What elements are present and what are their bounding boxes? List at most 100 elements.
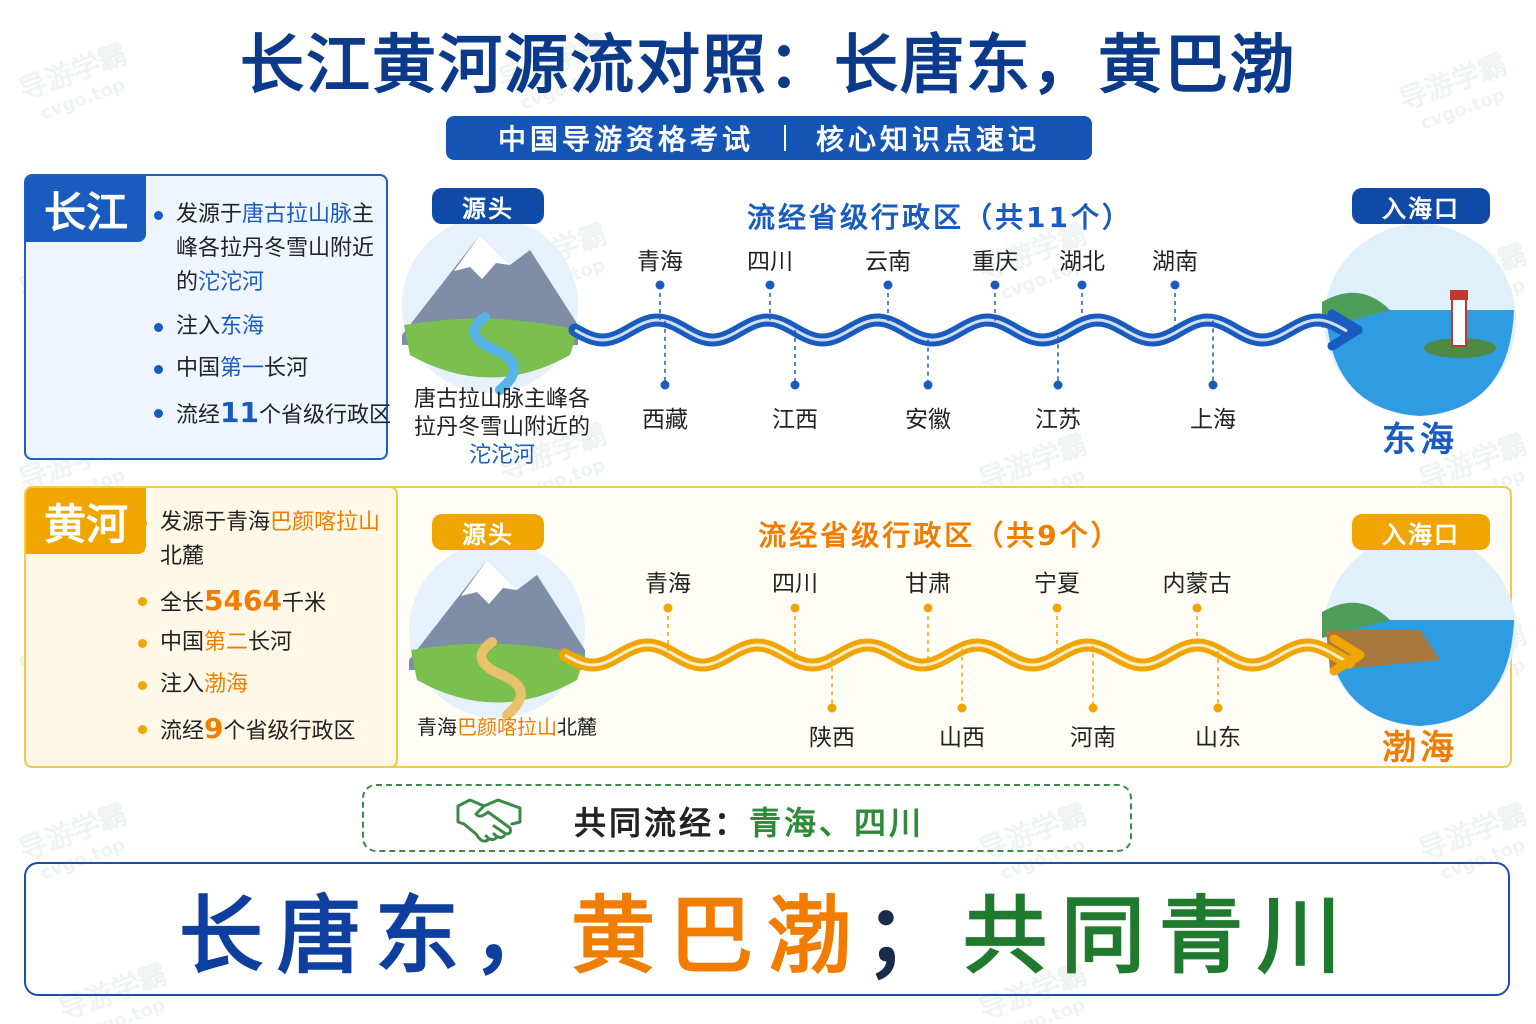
footer-mnemonic: 长唐东， 黄巴渤；共同青川: [24, 862, 1510, 996]
province-label: 四川: [747, 249, 793, 275]
province-label: 青海: [645, 571, 691, 597]
province-dot: [1192, 603, 1202, 613]
fact-item: 流经9个省级行政区: [138, 712, 390, 749]
river-line: [558, 638, 1356, 672]
source-text: 青海: [417, 715, 457, 739]
mouth-badge: 入海口: [1352, 188, 1490, 224]
subtitle-left: 中国导游资格考试: [497, 123, 754, 156]
province-dot: [790, 603, 800, 613]
coast: [1322, 602, 1390, 638]
fact-text: 发源于青海: [160, 510, 271, 535]
footer-part: 黄巴渤: [570, 886, 865, 985]
province-dot: [1208, 380, 1218, 390]
lighthouse-top: [1450, 290, 1468, 300]
province-label: 山东: [1195, 725, 1241, 751]
source-badge: 源头: [432, 514, 544, 550]
lighthouse: [1451, 297, 1467, 347]
stream: [469, 312, 519, 395]
province-dot: [923, 603, 933, 613]
province-label: 安徽: [905, 407, 951, 433]
fact-text: 全长: [160, 591, 205, 616]
source-highlight: 巴颜喀拉山: [457, 715, 557, 739]
river-name: 黄河: [26, 488, 146, 554]
province-label: 湖北: [1059, 249, 1105, 275]
river-panel: 黄河 发源于青海巴颜喀拉山北麓全长5464千米中国第二长河注入渤海流经9个省级行政…: [24, 486, 398, 768]
province-label: 湖南: [1152, 249, 1198, 275]
province-label: 甘肃: [905, 571, 951, 597]
islet: [1424, 338, 1496, 358]
province-label: 青海: [637, 249, 683, 275]
fact-highlight: 9: [204, 712, 224, 745]
mountain: [409, 560, 585, 670]
province-label: 河南: [1070, 725, 1116, 751]
province-dot: [1170, 280, 1180, 290]
footer-part: 长唐东，: [178, 886, 571, 985]
river-arrow: [1327, 309, 1363, 351]
river-panel: 长江 发源于唐古拉山脉主峰各拉丹冬雪山附近的沱沱河 注入东海 中国第一长河 流经11个省…: [24, 174, 391, 460]
source-badge: 源头: [432, 188, 544, 224]
fact-highlight: 沱沱河: [198, 270, 265, 295]
common-label: 共同流经：: [574, 804, 750, 842]
province-label: 云南: [865, 249, 911, 275]
province-label: 西藏: [642, 407, 688, 433]
mountain: [402, 235, 578, 345]
stream: [476, 637, 526, 720]
fact-highlight: 渤海: [204, 672, 249, 697]
fact-highlight: 第二: [204, 630, 249, 655]
fact-text: 中国: [160, 630, 205, 655]
fact-item: 发源于唐古拉山脉主峰各拉丹冬雪山附近的沱沱河: [154, 198, 376, 300]
source-highlight: 沱沱河: [468, 443, 535, 468]
sea-name: 东海: [1382, 420, 1458, 460]
province-dot: [1053, 380, 1063, 390]
fact-text: 个省级行政区: [258, 403, 391, 428]
province-label: 陕西: [809, 725, 855, 751]
fact-text: 注入: [176, 314, 221, 339]
province-dot: [923, 380, 933, 390]
mouth-badge: 入海口: [1352, 514, 1490, 550]
separator: [784, 125, 786, 151]
fact-item: 注入东海: [154, 310, 406, 344]
fact-text: 北麓: [160, 544, 205, 569]
fact-highlight: 东海: [220, 314, 265, 339]
footer-part: 共同青川: [963, 886, 1356, 985]
province-dot: [957, 703, 967, 713]
province-dot: [1088, 703, 1098, 713]
province-label: 四川: [772, 571, 818, 597]
fact-highlight: 5464: [204, 584, 282, 617]
province-dot: [765, 280, 775, 290]
river-arrow: [1329, 634, 1365, 676]
source-text: 北麓: [557, 715, 597, 739]
fact-text: 千米: [281, 591, 326, 616]
province-label: 宁夏: [1034, 571, 1080, 597]
route-title: 流经省级行政区（共9个）: [758, 519, 1122, 552]
province-dot: [663, 603, 673, 613]
province-label: 上海: [1190, 407, 1236, 433]
province-dot: [883, 280, 893, 290]
source-text: 唐古拉山脉主峰各拉丹冬雪山附近的: [413, 387, 590, 440]
sea-name: 渤海: [1382, 728, 1458, 768]
fact-highlight: 唐古拉山脉: [242, 202, 353, 227]
province-dot: [660, 380, 670, 390]
province-dot: [1052, 603, 1062, 613]
province-dot: [790, 380, 800, 390]
province-label: 山西: [939, 725, 985, 751]
fact-item: 发源于青海巴颜喀拉山北麓: [138, 506, 386, 574]
river-name: 长江: [26, 176, 146, 242]
fact-highlight: 巴颜喀拉山: [270, 510, 381, 535]
province-label: 江西: [772, 407, 818, 433]
handshake-icon: [456, 798, 522, 843]
river-highlight: [574, 318, 1348, 342]
fact-item: 中国第二长河: [138, 626, 390, 660]
fact-item: 中国第一长河: [154, 352, 406, 386]
province-label: 江苏: [1035, 407, 1081, 433]
fact-text: 个省级行政区: [223, 719, 356, 744]
province-label: 重庆: [972, 249, 1018, 275]
province-dot: [990, 280, 1000, 290]
fact-text: 长河: [248, 630, 293, 655]
fact-text: 注入: [160, 672, 205, 697]
fact-highlight: 11: [220, 396, 259, 429]
subtitle-right: 核心知识点速记: [816, 123, 1041, 156]
source-label: 唐古拉山脉主峰各拉丹冬雪山附近的沱沱河: [407, 386, 597, 470]
